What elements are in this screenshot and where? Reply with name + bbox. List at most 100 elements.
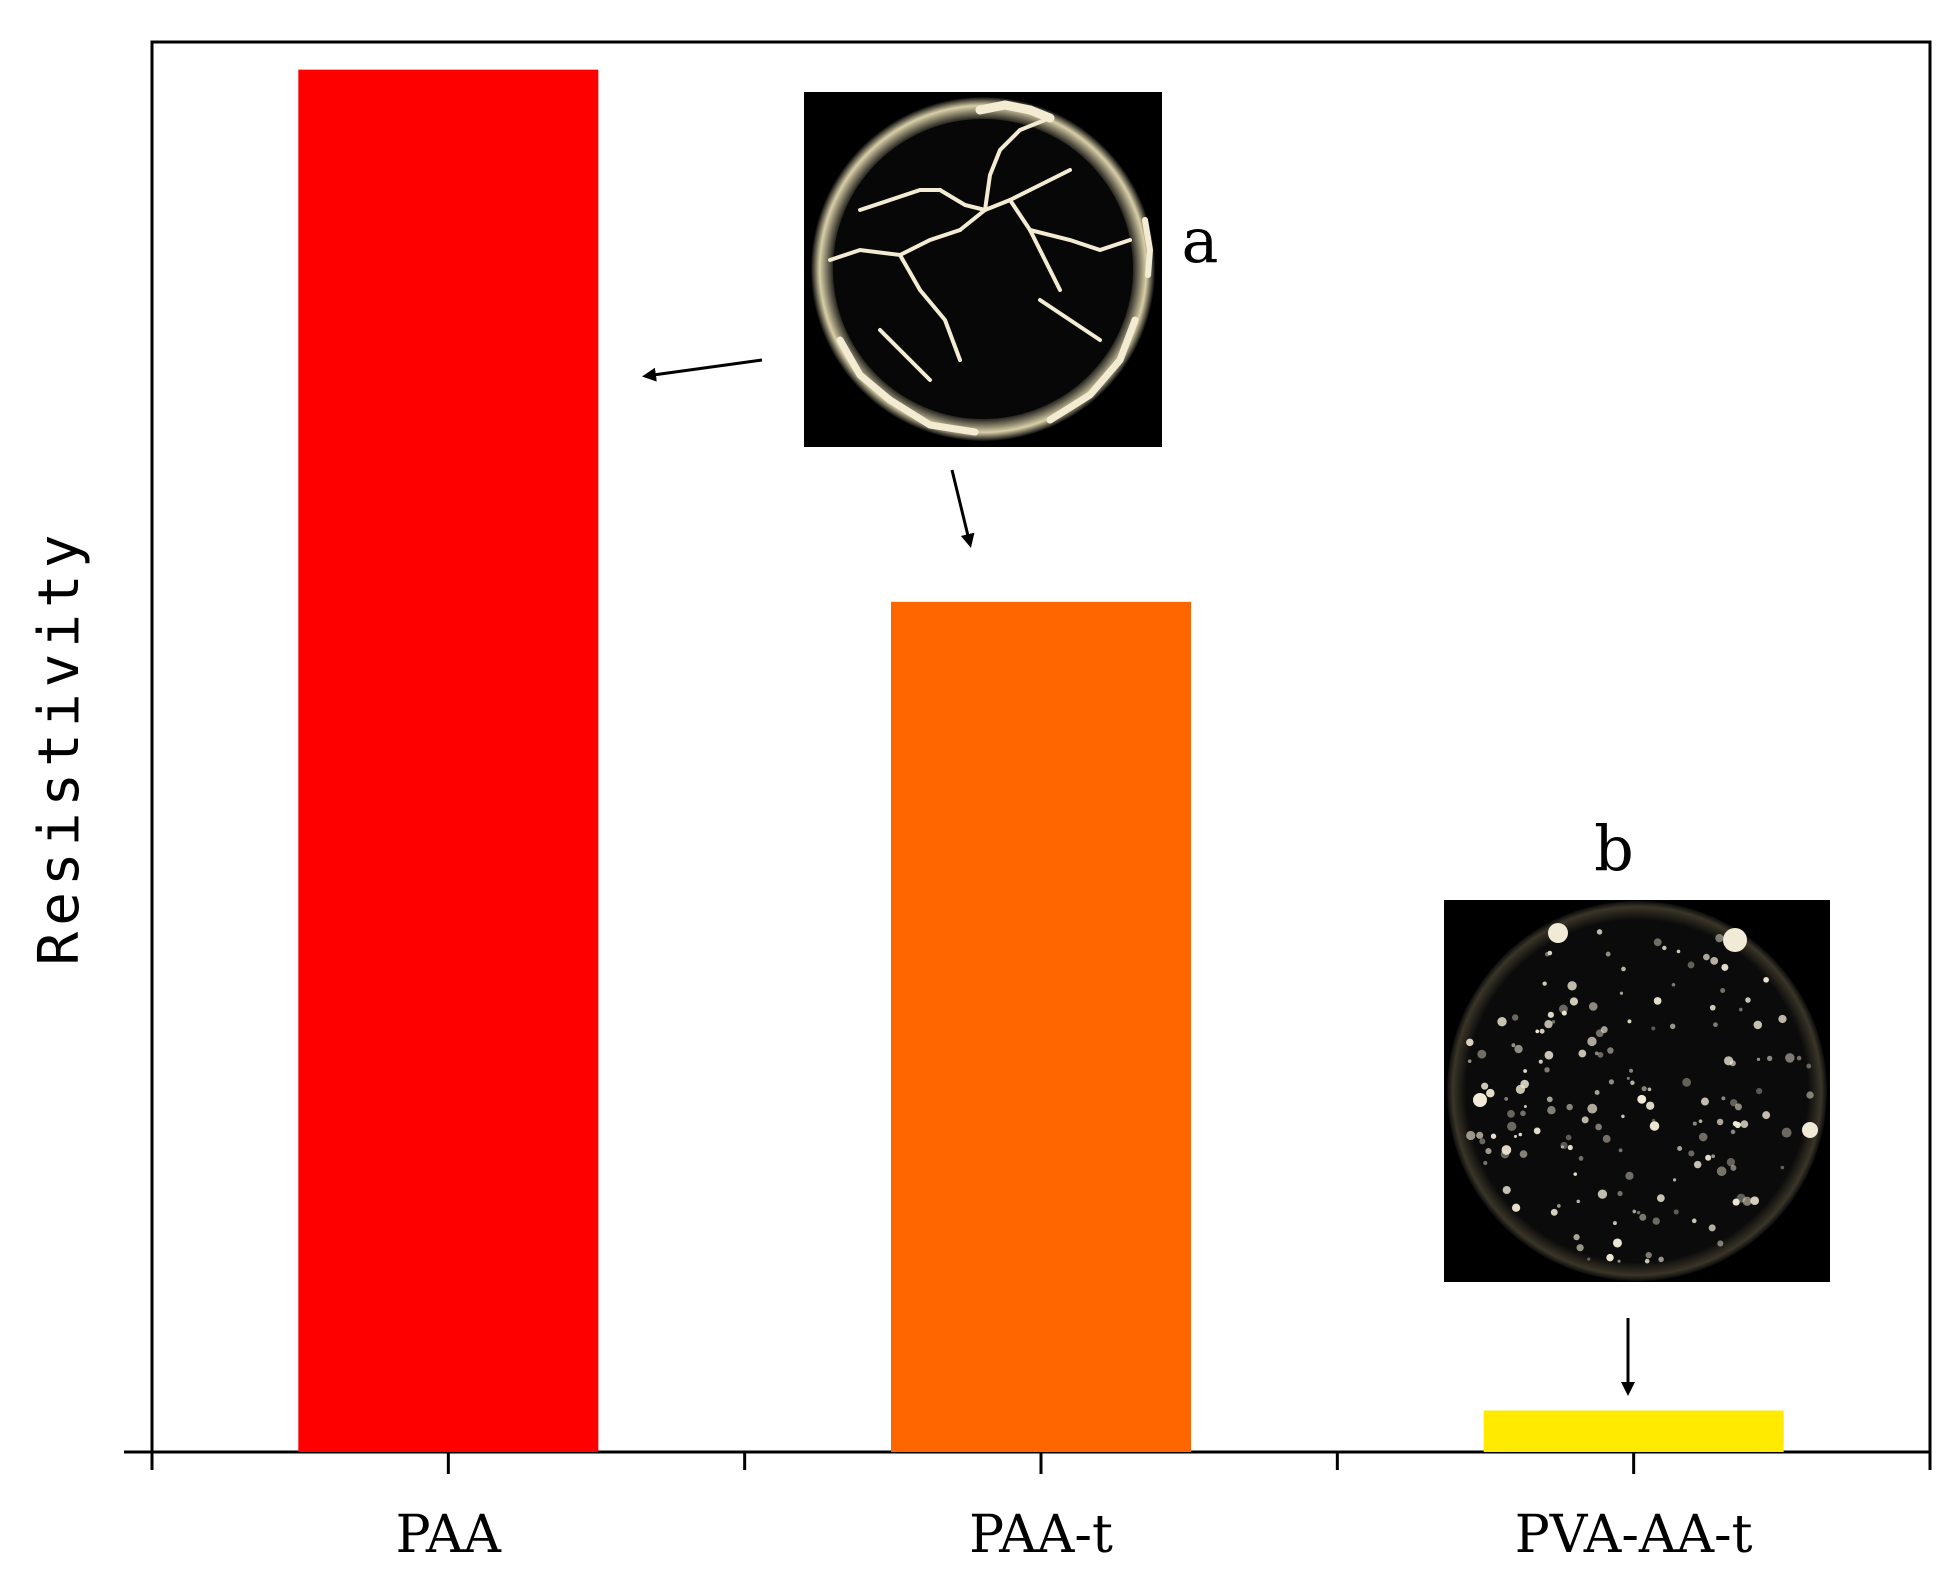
micrograph-speck [1676, 949, 1681, 954]
micrograph-speck [1691, 1218, 1697, 1224]
micrograph-speck [1721, 1096, 1726, 1101]
micrograph-speck [1644, 1258, 1650, 1264]
micrograph-speck [1750, 1196, 1760, 1206]
micrograph-speck [1713, 1022, 1718, 1028]
x-tick-label: PVA-AA-t [1515, 1505, 1753, 1565]
inset-label-a: a [1182, 204, 1219, 277]
y-axis-label: Resistivity [27, 529, 92, 966]
micrograph-speck [1520, 1079, 1529, 1089]
micrograph-speck [1550, 1208, 1558, 1216]
micrograph-speck [1533, 1127, 1541, 1135]
micrograph-speck [1513, 1134, 1518, 1138]
micrograph-speck [1781, 1127, 1792, 1138]
micrograph-speck [1682, 1077, 1692, 1087]
micrograph-speck [1687, 961, 1695, 969]
micrograph-speck [1625, 1171, 1634, 1180]
micrograph-speck [1602, 1134, 1611, 1143]
micrograph-speck [1594, 1090, 1600, 1095]
micrograph-speck [1621, 966, 1626, 972]
micrograph-speck [1778, 1014, 1787, 1024]
micrograph-speck [1618, 1148, 1623, 1153]
micrograph-speck [1500, 1150, 1510, 1159]
micrograph-speck [1560, 1141, 1568, 1150]
micrograph-speck [1726, 1158, 1736, 1167]
micrograph-speck [1560, 1145, 1564, 1149]
micrograph-speck [1700, 1097, 1709, 1106]
micrograph-speck [1605, 951, 1611, 957]
micrograph-speck [1619, 991, 1624, 995]
micrograph-speck [1649, 1121, 1660, 1131]
inset-micrograph-b: b [1444, 812, 1830, 1282]
micrograph-speck [1720, 987, 1726, 993]
micrograph-speck [1711, 1154, 1716, 1159]
micrograph-speck [1578, 1156, 1584, 1161]
micrograph-speck [1715, 934, 1724, 943]
micrograph-speck [1518, 1132, 1523, 1137]
micrograph-speck [1677, 1146, 1683, 1151]
micrograph-speck [1504, 1096, 1509, 1101]
micrograph-speck [1476, 1131, 1484, 1139]
micrograph-speck [1587, 1257, 1591, 1261]
micrograph-speck [1523, 1104, 1527, 1109]
micrograph-speck [1547, 1011, 1554, 1018]
micrograph-speck [1653, 938, 1662, 947]
micrograph-speck [1511, 1014, 1519, 1021]
micrograph-speck [1520, 1110, 1526, 1117]
micrograph-speck [1595, 1029, 1604, 1038]
micrograph-speck [1511, 1043, 1516, 1048]
micrograph-speck [1573, 1234, 1580, 1241]
micrograph-speck [1466, 1130, 1476, 1141]
micrograph-speck [1656, 1194, 1665, 1203]
micrograph-speck [1501, 1145, 1512, 1155]
micrograph-speck [1561, 1010, 1567, 1016]
micrograph-speck [1490, 1133, 1497, 1139]
micrograph-speck [1721, 963, 1729, 971]
micrograph-speck [1732, 1120, 1739, 1127]
micrograph-speck [1669, 1023, 1676, 1029]
micrograph-speck [1600, 1026, 1608, 1034]
micrograph-speck [1705, 1154, 1712, 1161]
micrograph-speck [1785, 1053, 1795, 1063]
micrograph-speck [1485, 1147, 1492, 1155]
micrograph-speck [1692, 1121, 1697, 1126]
micrograph-speck [1578, 1049, 1587, 1058]
micrograph-speck [1612, 1221, 1617, 1226]
arrow-a-to-paa [642, 358, 763, 382]
x-axis: PAA PAA-t PVA-AA-t [150, 1452, 1932, 1565]
micrograph-speck [1621, 1114, 1625, 1119]
micrograph-speck [1693, 1160, 1702, 1169]
micrograph-speck [1730, 1164, 1737, 1171]
micrograph-speck [1632, 1209, 1637, 1214]
micrograph-speck [1606, 1253, 1614, 1262]
micrograph-speck [1519, 1150, 1528, 1158]
micrograph-speck [1558, 1004, 1568, 1014]
bar-paa [298, 69, 599, 1452]
micrograph-speck [1796, 1055, 1802, 1061]
micrograph-speck [1723, 1056, 1734, 1066]
micrograph-speck [1612, 1238, 1622, 1248]
micrograph-speck [1486, 1088, 1495, 1098]
micrograph-speck [1717, 1240, 1724, 1247]
micrograph-speck [1780, 1165, 1785, 1170]
micrograph-speck [1739, 1007, 1743, 1012]
micrograph-speck [1597, 1189, 1608, 1199]
micrograph-speck [1483, 1160, 1488, 1166]
micrograph-speck [1708, 1224, 1716, 1232]
micrograph-speck [1627, 1019, 1632, 1024]
micrograph-bright-spot [1473, 1093, 1487, 1107]
micrograph-speck [1645, 1251, 1652, 1259]
micrograph-speck [1641, 1086, 1647, 1092]
micrograph-speck [1481, 1082, 1489, 1090]
micrograph-speck [1544, 951, 1550, 957]
micrograph-speck [1629, 1068, 1633, 1073]
micrograph-speck [1567, 1144, 1573, 1151]
micrograph-bright-spot [1802, 1122, 1818, 1138]
micrograph-speck [1762, 1111, 1771, 1120]
micrograph-speck [1734, 1103, 1742, 1111]
bar-series [298, 69, 1784, 1452]
micrograph-speck [1544, 1019, 1553, 1029]
micrograph-speck [1703, 953, 1710, 961]
micrograph-speck [1587, 1036, 1597, 1047]
micrograph-speck [1630, 1080, 1635, 1085]
micrograph-speck [1766, 1055, 1773, 1062]
